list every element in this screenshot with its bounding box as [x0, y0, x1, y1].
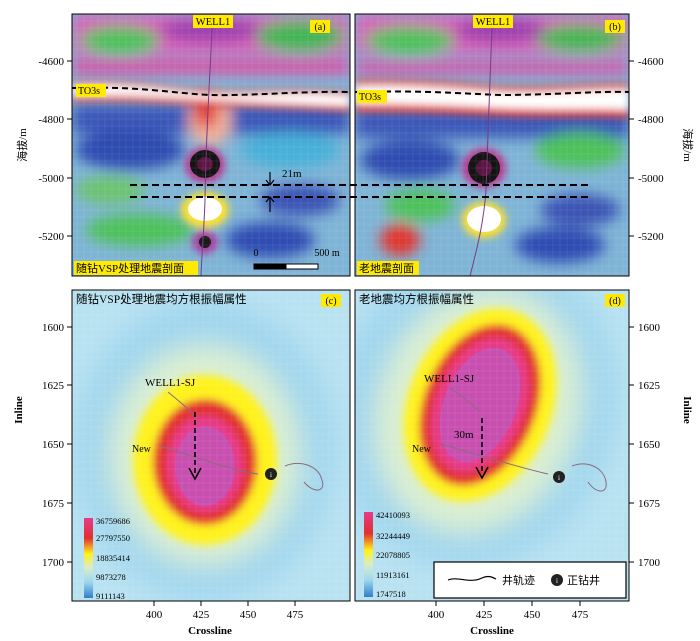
bottom-left-y-label: Inline: [13, 396, 25, 424]
panel-c-new-label: New: [132, 444, 152, 455]
svg-text:i: i: [556, 577, 558, 585]
svg-text:27797550: 27797550: [96, 533, 130, 543]
panel-c-well-name: WELL1-SJ: [145, 377, 196, 389]
svg-text:36759686: 36759686: [96, 516, 130, 526]
panel-d-well-name: WELL1-SJ: [424, 373, 475, 385]
panel-a-horizon-label: TO3s: [78, 86, 100, 97]
legend-track-icon: [447, 575, 497, 581]
legend-track-label: 井轨迹: [502, 573, 535, 587]
panel-c-x-label: Crossline: [188, 625, 232, 637]
svg-text:475: 475: [287, 609, 304, 621]
panel-a-letter-badge: [310, 20, 330, 33]
svg-text:-5000: -5000: [638, 173, 664, 185]
svg-text:-4800: -4800: [638, 114, 664, 126]
svg-text:1675: 1675: [638, 498, 661, 510]
svg-text:18835414: 18835414: [96, 553, 131, 563]
bottom-right-y-axis: 1600 1625 1650 1675 1700 Inline: [629, 322, 693, 569]
svg-text:1625: 1625: [638, 380, 661, 392]
scale-bar-end: 500 m: [314, 248, 340, 259]
svg-text:475: 475: [572, 609, 589, 621]
panel-c-title: 随钻VSP处理地震均方根振幅属性: [76, 292, 247, 306]
scale-bar-start: 0: [254, 248, 259, 259]
svg-text:11913161: 11913161: [376, 570, 410, 580]
top-left-y-axis: -4600 -4800 -5000 -5200 海拔/m: [15, 56, 72, 243]
svg-text:i: i: [270, 471, 272, 479]
svg-text:-5200: -5200: [638, 231, 664, 243]
svg-text:1600: 1600: [638, 322, 661, 334]
svg-text:42410093: 42410093: [376, 510, 410, 520]
panel-a-seismic: [72, 14, 350, 276]
svg-text:-4600: -4600: [638, 56, 664, 68]
panel-d-offset-label: 30m: [454, 429, 474, 441]
bottom-left-y-axis: 1600 1625 1650 1675 1700 Inline: [13, 322, 72, 569]
svg-text:425: 425: [476, 609, 493, 621]
panel-d-map: i: [355, 290, 629, 601]
top-left-y-label: 海拔/m: [15, 128, 29, 162]
svg-text:9111143: 9111143: [96, 591, 125, 601]
svg-text:22078805: 22078805: [376, 550, 410, 560]
panel-c-colorbar: 36759686 27797550 18835414 9873278 91111…: [84, 516, 131, 601]
panel-d-x-label: Crossline: [470, 625, 514, 637]
top-right-y-axis: -4600 -4800 -5000 -5200 海拔/m: [629, 56, 695, 243]
panel-b-letter-badge: [605, 20, 625, 33]
svg-text:1600: 1600: [42, 322, 65, 334]
svg-text:400: 400: [146, 609, 163, 621]
legend-box: 井轨迹 i 正钻井: [433, 561, 627, 599]
panel-a-caption: 随钻VSP处理地震剖面: [76, 261, 184, 275]
panel-b-letter: (b): [609, 22, 621, 33]
legend-well-icon: [551, 574, 563, 586]
bottom-right-y-label: Inline: [681, 396, 693, 424]
panel-c-well-marker: [265, 468, 277, 480]
svg-text:1700: 1700: [638, 557, 661, 569]
panel-d-letter-badge: [605, 294, 625, 307]
panel-a-caption-badge: [74, 261, 198, 275]
panel-b-caption: 老地震剖面: [359, 261, 414, 275]
panel-d-colorbar: 42410093 32244449 22078805 11913161 1747…: [364, 510, 410, 599]
panel-c-letter: (c): [325, 296, 336, 307]
panel-d-title: 老地震均方根振幅属性: [359, 292, 474, 306]
panel-b-caption-badge: [357, 261, 419, 275]
svg-text:1650: 1650: [42, 439, 65, 451]
svg-text:425: 425: [193, 609, 210, 621]
svg-text:9873278: 9873278: [96, 572, 126, 582]
panel-b-well-badge: [473, 15, 513, 28]
panel-a-horizon-badge: [76, 84, 106, 97]
panel-c-letter-badge: [321, 294, 341, 307]
svg-text:-5000: -5000: [38, 173, 64, 185]
svg-text:-4800: -4800: [38, 114, 64, 126]
legend-well-label: 正钻井: [567, 573, 600, 587]
panel-a-well-badge: [193, 15, 233, 28]
svg-text:i: i: [558, 474, 560, 482]
panel-b-well-label: WELL1: [476, 17, 510, 28]
svg-text:-4600: -4600: [38, 56, 64, 68]
svg-text:1675: 1675: [42, 498, 65, 510]
svg-text:1650: 1650: [638, 439, 661, 451]
panel-d-x-axis: 400 425 450 475 Crossline: [428, 601, 589, 637]
panel-c-map: i: [72, 290, 350, 601]
svg-text:32244449: 32244449: [376, 531, 410, 541]
svg-text:1625: 1625: [42, 380, 65, 392]
thickness-label: 21m: [282, 168, 302, 180]
panel-c-x-axis: 400 425 450 475 Crossline: [146, 601, 304, 637]
svg-text:450: 450: [240, 609, 257, 621]
panel-b-horizon-label: TO3s: [359, 92, 381, 103]
svg-text:1700: 1700: [42, 557, 65, 569]
svg-text:450: 450: [524, 609, 541, 621]
svg-text:400: 400: [428, 609, 445, 621]
svg-text:1747518: 1747518: [376, 589, 406, 599]
top-right-y-label: 海拔/m: [681, 128, 695, 162]
panel-a-well-label: WELL1: [196, 17, 230, 28]
panel-a-letter: (a): [314, 22, 325, 33]
scale-bar: [253, 263, 319, 270]
panel-b-horizon-badge: [357, 90, 387, 103]
svg-text:-5200: -5200: [38, 231, 64, 243]
panel-d-letter: (d): [609, 296, 621, 307]
panel-d-well-marker: [553, 471, 565, 483]
panel-b-seismic: [355, 14, 629, 276]
panel-d-new-label: New: [412, 444, 432, 455]
